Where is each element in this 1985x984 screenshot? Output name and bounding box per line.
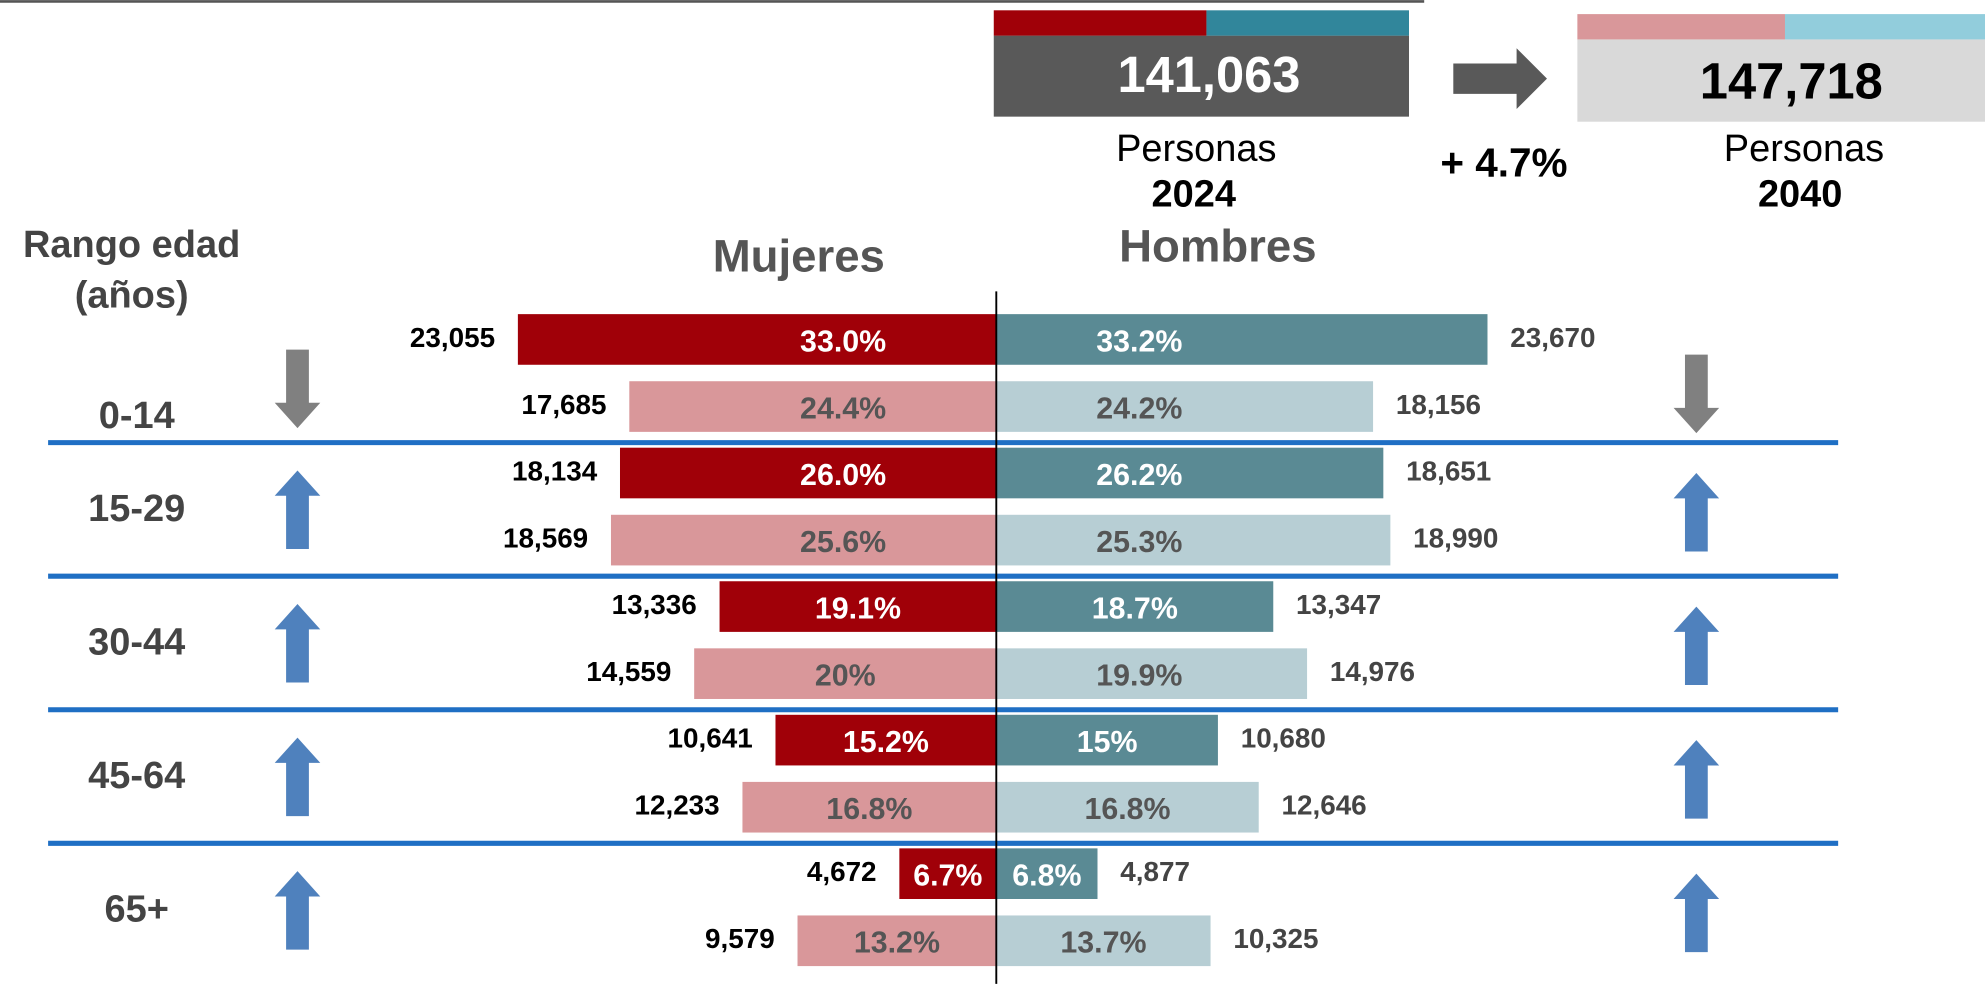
total-box-2024: [993, 35, 1409, 117]
value-label: 14,976: [1330, 656, 1415, 687]
value-label: 18,134: [512, 455, 598, 486]
share-label: 16.8%: [826, 792, 912, 826]
share-label: 25.3%: [1096, 525, 1182, 559]
value-label: 23,055: [410, 322, 495, 353]
share-label: 26.0%: [800, 458, 886, 492]
age-label: 30-44: [88, 622, 185, 664]
share-label: 13.7%: [1060, 926, 1146, 960]
category-title: (años): [75, 275, 189, 317]
trend-arrow: [274, 871, 321, 950]
value-label: 14,559: [586, 656, 671, 687]
bar: [619, 447, 997, 499]
bar: [797, 915, 997, 967]
strip-women-2024: [993, 10, 1207, 36]
age-label: 0-14: [99, 395, 175, 437]
bar: [694, 648, 997, 699]
bar: [517, 314, 997, 365]
bar: [996, 714, 1218, 766]
share-label: 24.2%: [1096, 391, 1182, 425]
value-label: 13,347: [1296, 589, 1381, 620]
value-label: 10,325: [1233, 923, 1318, 954]
side-title: Mujeres: [713, 231, 885, 282]
trend-arrow: [274, 349, 321, 429]
total-2040: 147,718: [1700, 52, 1883, 109]
side-title: Hombres: [1119, 221, 1317, 272]
bar: [996, 381, 1374, 432]
value-label: 10,680: [1241, 722, 1326, 753]
trend-arrow: [274, 470, 321, 549]
value-label: 13,336: [612, 589, 697, 620]
bar: [899, 848, 997, 900]
total-2024: 141,063: [1117, 46, 1300, 103]
share-label: 20%: [815, 658, 876, 692]
value-label: 18,156: [1396, 389, 1481, 420]
share-label: 19.1%: [815, 591, 901, 625]
share-label: 15%: [1077, 725, 1138, 759]
bar: [996, 447, 1384, 499]
total-unit: Personas: [1116, 128, 1276, 170]
bar: [996, 514, 1391, 566]
share-label: 25.6%: [800, 525, 886, 559]
share-label: 19.9%: [1096, 658, 1182, 692]
bar: [629, 381, 997, 432]
trend-arrow: [1673, 740, 1720, 819]
trend-arrow: [1673, 606, 1720, 686]
share-label: 24.4%: [800, 391, 886, 425]
value-label: 12,233: [634, 790, 719, 821]
age-label: 15-29: [88, 488, 185, 530]
bar: [996, 781, 1259, 833]
value-label: 12,646: [1282, 790, 1367, 821]
change-label: + 4.7%: [1440, 140, 1567, 186]
bar: [610, 514, 997, 566]
bar: [742, 781, 997, 833]
category-title: Rango edad: [23, 224, 240, 266]
value-label: 23,670: [1510, 322, 1595, 353]
strip-men-2040: [1784, 14, 1985, 40]
share-label: 26.2%: [1096, 458, 1182, 492]
value-label: 18,990: [1413, 522, 1498, 553]
trend-arrow: [1673, 473, 1720, 552]
share-label: 18.7%: [1092, 591, 1178, 625]
share-label: 6.7%: [913, 859, 982, 893]
value-label: 4,672: [807, 856, 877, 887]
strip-women-2040: [1577, 14, 1785, 40]
total-box-2040: [1577, 39, 1985, 122]
total-year: 2024: [1152, 173, 1236, 215]
strip-men-2024: [1206, 10, 1409, 36]
trend-arrow: [274, 737, 321, 817]
total-year: 2040: [1758, 173, 1842, 215]
value-label: 9,579: [705, 923, 775, 954]
trend-arrow: [274, 604, 321, 683]
value-label: 4,877: [1120, 856, 1190, 887]
age-label: 65+: [105, 889, 169, 931]
age-label: 45-64: [88, 755, 185, 797]
share-label: 6.8%: [1012, 859, 1081, 893]
value-label: 17,685: [521, 389, 606, 420]
bar: [996, 648, 1308, 699]
value-label: 10,641: [668, 722, 753, 753]
bar: [996, 915, 1211, 967]
trend-arrow: [1673, 354, 1720, 434]
bar: [996, 314, 1488, 365]
share-label: 15.2%: [843, 725, 929, 759]
share-label: 13.2%: [854, 926, 940, 960]
bar: [996, 581, 1274, 632]
bar: [719, 581, 997, 632]
share-label: 16.8%: [1084, 792, 1170, 826]
total-unit: Personas: [1724, 128, 1884, 170]
value-label: 18,651: [1406, 455, 1491, 486]
share-label: 33.2%: [1096, 324, 1182, 358]
bar: [775, 714, 997, 766]
share-label: 33.0%: [800, 324, 886, 358]
value-label: 18,569: [503, 522, 588, 553]
change-arrow: [1453, 48, 1547, 110]
trend-arrow: [1673, 873, 1720, 953]
bar: [996, 848, 1098, 900]
